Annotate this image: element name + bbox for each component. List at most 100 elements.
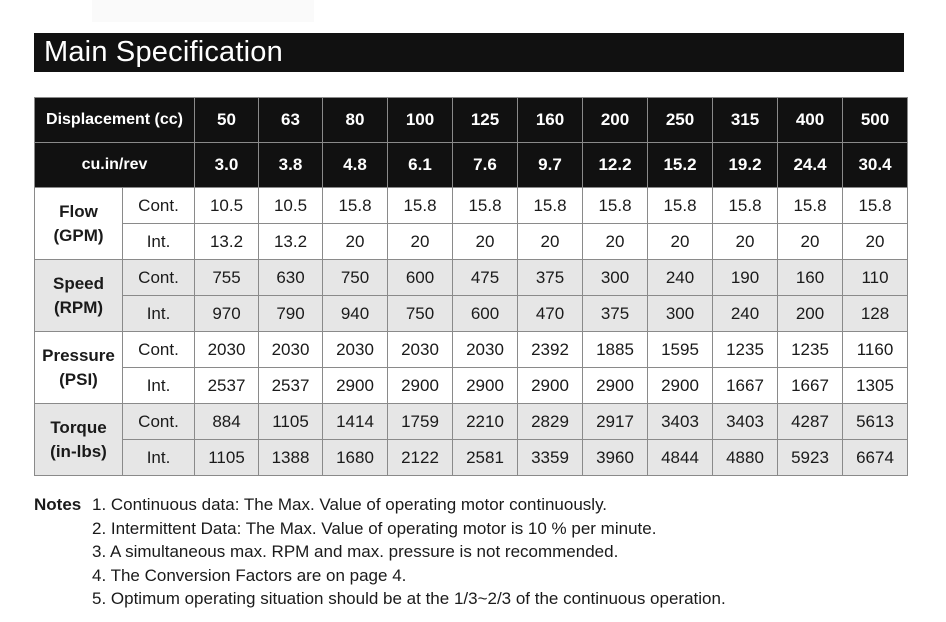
table-row: Int. 970 790 940 750 600 470 375 300 240 200 128 xyxy=(35,295,908,332)
table-cell: 970 xyxy=(194,295,259,332)
note-item: 5. Optimum operating situation should be… xyxy=(92,589,726,608)
table-cell: 4287 xyxy=(777,403,843,440)
spec-table: Displacement (cc) 50 63 80 100 125 160 200 250 31… xyxy=(34,97,908,476)
group-label: Torque (in-lbs) xyxy=(34,403,123,476)
table-cell: 20 xyxy=(582,223,648,260)
table-cell: 15.8 xyxy=(517,187,583,224)
table-cell: 470 xyxy=(517,295,583,332)
group-label-unit: (PSI) xyxy=(59,369,98,389)
top-strip xyxy=(92,0,314,22)
table-cell: 15.8 xyxy=(582,187,648,224)
table-cell: 755 xyxy=(194,259,259,296)
displacement-value: 125 xyxy=(452,97,518,143)
table-cell: 300 xyxy=(582,259,648,296)
displacement-value: 315 xyxy=(712,97,778,143)
row-type-label: Cont. xyxy=(122,331,195,368)
table-cell: 2210 xyxy=(452,403,518,440)
table-cell: 3403 xyxy=(647,403,713,440)
table-cell: 1759 xyxy=(387,403,453,440)
table-cell: 13.2 xyxy=(258,223,323,260)
table-row: Int. 2537 2537 2900 2900 2900 2900 2900 2900 1667… xyxy=(35,367,908,404)
note-item: 2. Intermittent Data: The Max. Value of … xyxy=(92,518,657,538)
table-cell: 3960 xyxy=(582,439,648,476)
table-cell: 20 xyxy=(842,223,908,260)
displacement-value: 500 xyxy=(842,97,908,143)
note-item: 4. The Conversion Factors are on page 4. xyxy=(92,565,407,585)
table-cell: 20 xyxy=(452,223,518,260)
table-cell: 790 xyxy=(258,295,323,332)
table-cell: 20 xyxy=(777,223,843,260)
table-cell: 200 xyxy=(777,295,843,332)
table-cell: 475 xyxy=(452,259,518,296)
table-cell: 2030 xyxy=(194,331,259,368)
cuin-value: 19.2 xyxy=(712,142,778,188)
table-cell: 20 xyxy=(322,223,388,260)
note-item: 3. A simultaneous max. RPM and max. pres… xyxy=(92,542,619,561)
table-row: Pressure (PSI) Cont. 2030 2030 2030 2030 2030 23… xyxy=(34,331,908,404)
row-type-label: Cont. xyxy=(122,403,195,440)
table-cell: 2537 xyxy=(194,367,259,404)
row-type-label: Int. xyxy=(122,439,195,476)
table-cell: 5923 xyxy=(777,439,843,476)
table-cell: 240 xyxy=(712,295,778,332)
note-item: 1. Continuous data: The Max. Value of op… xyxy=(92,495,608,514)
table-cell: 2537 xyxy=(258,367,323,404)
group-label: Speed (RPM) xyxy=(34,259,123,332)
table-row: Torque (in-lbs) Cont. 884 1105 1414 1759 2210 28… xyxy=(34,403,908,476)
table-cell: 15.8 xyxy=(322,187,388,224)
table-cell: 2030 xyxy=(452,331,518,368)
group-label: Pressure (PSI) xyxy=(34,331,123,404)
table-cell: 600 xyxy=(452,295,518,332)
table-cell: 15.8 xyxy=(387,187,453,224)
table-cell: 2030 xyxy=(258,331,323,368)
cuin-label: cu.in/rev xyxy=(34,142,195,188)
table-cell: 1105 xyxy=(194,439,259,476)
table-row: Speed (RPM) Cont. 755 630 750 600 475 375 300 240 1… xyxy=(34,259,908,332)
table-cell: 1235 xyxy=(712,331,778,368)
row-type-label: Int. xyxy=(122,367,195,404)
table-row: Int. 1105 1388 1680 2122 2581 3359 3960 4844 4880… xyxy=(35,439,908,476)
table-cell: 2900 xyxy=(582,367,648,404)
table-cell: 300 xyxy=(647,295,713,332)
displacement-value: 100 xyxy=(387,97,453,143)
table-cell: 20 xyxy=(712,223,778,260)
group-label-name: Torque xyxy=(50,417,107,437)
table-cell: 20 xyxy=(387,223,453,260)
table-cell: 2581 xyxy=(452,439,518,476)
cuin-value: 7.6 xyxy=(452,142,518,188)
displacement-value: 400 xyxy=(777,97,843,143)
cuin-value: 3.8 xyxy=(258,142,323,188)
table-cell: 2392 xyxy=(517,331,583,368)
table-cell: 2030 xyxy=(322,331,388,368)
cuin-value: 6.1 xyxy=(387,142,453,188)
group-label-name: Speed xyxy=(52,273,105,293)
table-cell: 1680 xyxy=(322,439,388,476)
table-cell: 15.8 xyxy=(712,187,778,224)
row-type-label: Int. xyxy=(122,223,195,260)
table-cell: 1105 xyxy=(258,403,323,440)
table-cell: 2917 xyxy=(582,403,648,440)
displacement-value: 160 xyxy=(517,97,583,143)
table-cell: 15.8 xyxy=(452,187,518,224)
table-cell: 2122 xyxy=(387,439,453,476)
group-label-unit: (RPM) xyxy=(53,297,104,317)
table-cell: 1667 xyxy=(712,367,778,404)
displacement-value: 63 xyxy=(258,97,323,143)
table-cell: 375 xyxy=(582,295,648,332)
table-cell: 1235 xyxy=(777,331,843,368)
displacement-value: 80 xyxy=(322,97,388,143)
table-cell: 1305 xyxy=(842,367,908,404)
table-cell: 1595 xyxy=(647,331,713,368)
table-cell: 2900 xyxy=(322,367,388,404)
notes-section: Notes 1. Continuous data: The Max. Value… xyxy=(34,493,726,611)
table-cell: 1160 xyxy=(842,331,908,368)
notes-list: 1. Continuous data: The Max. Value of op… xyxy=(92,493,726,611)
table-cell: 600 xyxy=(387,259,453,296)
header-row-displacement: Displacement (cc) 50 63 80 100 125 160 200 250 31… xyxy=(34,97,908,143)
cuin-value: 4.8 xyxy=(322,142,388,188)
table-cell: 110 xyxy=(842,259,908,296)
row-type-label: Int. xyxy=(122,295,195,332)
table-cell: 1388 xyxy=(258,439,323,476)
table-cell: 10.5 xyxy=(194,187,259,224)
table-cell: 13.2 xyxy=(194,223,259,260)
